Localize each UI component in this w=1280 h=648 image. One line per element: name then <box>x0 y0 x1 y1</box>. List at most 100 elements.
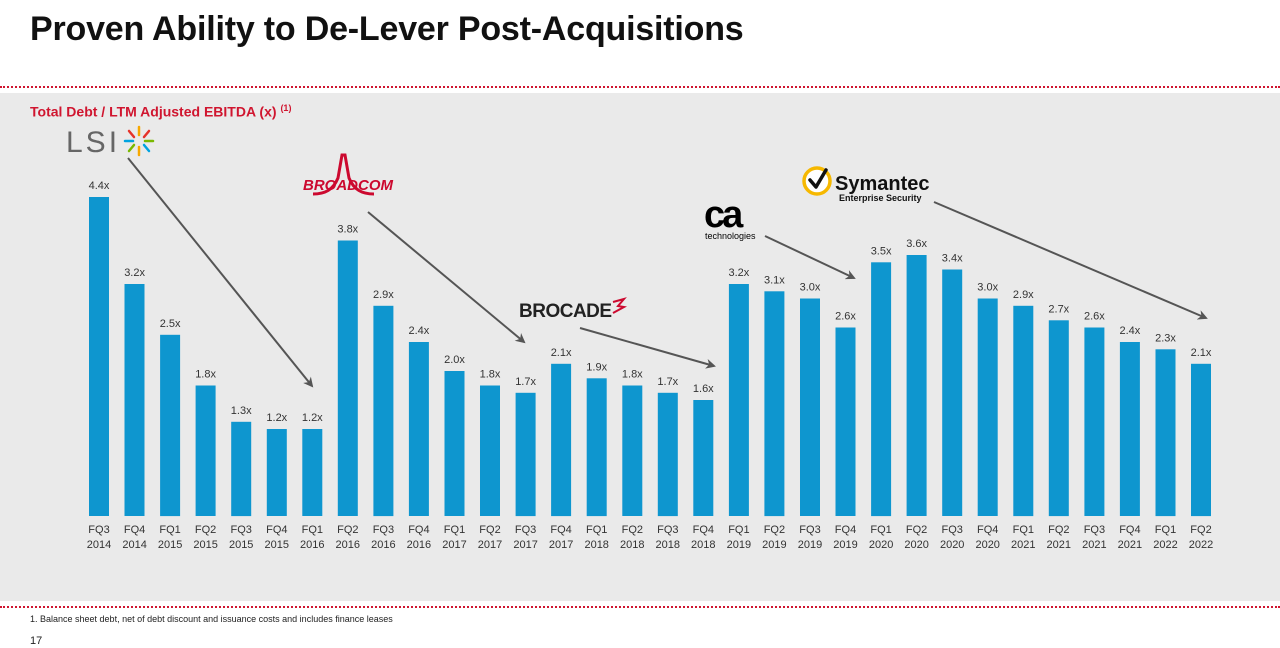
arrow-symantec <box>933 201 1208 320</box>
tick-label-quarter: FQ3 <box>88 524 109 536</box>
value-label: 3.0x <box>977 282 998 294</box>
bar-fq2-2015 <box>195 385 216 516</box>
value-label: 2.3x <box>1155 332 1176 344</box>
value-label-group: 4.4x 3.2x 2.5x 1.8x 1.3x 1.2x 1.2x 3.8x 2.9x 2.4x… <box>89 180 1212 424</box>
value-label: 2.1x <box>1191 347 1212 359</box>
bar-fq3-2016 <box>373 305 394 517</box>
ca-logo-subtext: technologies <box>705 231 756 241</box>
value-label: 1.8x <box>622 369 643 381</box>
tick-label-year: 2016 <box>336 539 360 551</box>
value-label: 1.9x <box>586 361 607 373</box>
value-label: 2.1x <box>551 347 572 359</box>
bar-fq4-2020 <box>977 298 998 516</box>
bottom-divider <box>0 606 1280 608</box>
lsi-logo: LSI <box>66 125 155 159</box>
tick-label-quarter: FQ3 <box>1084 524 1105 536</box>
broadcom-logo-text: BROADCOM <box>303 177 393 194</box>
tick-label-quarter: FQ2 <box>764 524 785 536</box>
tick-label-quarter: FQ4 <box>835 524 856 536</box>
tick-label-quarter: FQ3 <box>230 524 251 536</box>
tick-label-quarter: FQ1 <box>1155 524 1176 536</box>
bar-fq2-2022 <box>1191 363 1211 517</box>
tick-label-quarter: FQ4 <box>550 524 571 536</box>
arrow-lsi <box>127 157 314 388</box>
lsi-logo-text: LSI <box>66 126 120 159</box>
bar-fq2-2018 <box>622 385 643 516</box>
bar-fq1-2015 <box>160 334 181 517</box>
tick-label-year: 2017 <box>549 539 573 551</box>
symantec-logo-subtext: Enterprise Security <box>839 193 922 203</box>
bar-fq3-2020 <box>942 269 963 516</box>
tick-label-group: FQ3 2014 FQ4 2014 FQ1 2015 FQ2 2015 FQ3 2015 FQ4 20… <box>87 524 1213 551</box>
arrow-ca <box>764 235 856 280</box>
value-label: 1.8x <box>480 369 501 381</box>
tick-label-quarter: FQ3 <box>657 524 678 536</box>
value-label: 1.2x <box>266 412 287 424</box>
value-label: 3.2x <box>124 267 145 279</box>
arrow-group <box>127 157 1208 388</box>
tick-label-year: 2020 <box>869 539 893 551</box>
bar-fq3-2019 <box>800 298 820 516</box>
value-label: 1.7x <box>515 376 536 388</box>
tick-label-quarter: FQ2 <box>1048 524 1069 536</box>
bar-fq1-2017 <box>444 371 465 516</box>
bar-fq1-2019 <box>728 284 749 516</box>
broadcom-pulse-icon <box>312 153 375 196</box>
tick-label-year: 2019 <box>798 539 822 551</box>
tick-label-year: 2019 <box>833 539 857 551</box>
bar-fq4-2021 <box>1119 342 1140 516</box>
bar-fq4-2015 <box>266 429 287 516</box>
bar-fq1-2020 <box>871 262 892 517</box>
value-label: 3.4x <box>942 253 963 265</box>
symantec-logo-text: Symantec <box>835 173 930 195</box>
tick-label-quarter: FQ2 <box>337 524 358 536</box>
bar-group <box>89 197 1211 517</box>
tick-label-year: 2017 <box>513 539 537 551</box>
page-title: Proven Ability to De-Lever Post-Acquisit… <box>30 10 744 48</box>
page-number: 17 <box>30 635 43 647</box>
tick-label-year: 2016 <box>371 539 395 551</box>
tick-label-quarter: FQ1 <box>586 524 607 536</box>
tick-label-year: 2015 <box>265 539 289 551</box>
bar-fq2-2017 <box>480 385 500 516</box>
footnote-marker: (1) <box>280 103 292 113</box>
tick-label-year: 2016 <box>300 539 324 551</box>
broadcom-logo: BROADCOM <box>303 153 393 196</box>
bar-fq2-2020 <box>906 255 927 516</box>
bar-fq4-2017 <box>551 363 572 517</box>
symantec-logo: Symantec Enterprise Security <box>802 166 930 203</box>
tick-label-quarter: FQ3 <box>515 524 536 536</box>
tick-label-year: 2021 <box>1082 539 1106 551</box>
bar-fq3-2021 <box>1084 327 1105 516</box>
tick-label-year: 2016 <box>407 539 431 551</box>
tick-label-year: 2022 <box>1189 539 1213 551</box>
bar-fq3-2014 <box>89 197 109 516</box>
bar-fq2-2016 <box>337 240 358 516</box>
tick-label-quarter: FQ1 <box>870 524 891 536</box>
tick-label-year: 2018 <box>691 539 715 551</box>
top-divider <box>0 86 1280 88</box>
tick-label-year: 2018 <box>656 539 680 551</box>
value-label: 2.5x <box>160 318 181 330</box>
tick-label-year: 2014 <box>87 539 111 551</box>
value-label: 2.7x <box>1048 303 1069 315</box>
bar-fq2-2021 <box>1048 320 1069 517</box>
bar-fq3-2015 <box>231 421 252 517</box>
tick-label-year: 2017 <box>478 539 502 551</box>
value-label: 1.6x <box>693 383 714 395</box>
tick-label-quarter: FQ3 <box>373 524 394 536</box>
bar-fq1-2018 <box>586 378 607 517</box>
tick-label-quarter: FQ1 <box>728 524 749 536</box>
tick-label-year: 2020 <box>940 539 964 551</box>
tick-label-year: 2021 <box>1118 539 1142 551</box>
value-label: 3.5x <box>871 245 892 257</box>
value-label: 2.6x <box>1084 311 1105 323</box>
tick-label-quarter: FQ2 <box>479 524 500 536</box>
tick-label-year: 2021 <box>1011 539 1035 551</box>
value-label: 2.0x <box>444 354 465 366</box>
tick-label-year: 2021 <box>1047 539 1071 551</box>
bar-fq4-2018 <box>693 400 714 516</box>
value-label: 3.0x <box>800 282 821 294</box>
tick-label-quarter: FQ4 <box>693 524 714 536</box>
